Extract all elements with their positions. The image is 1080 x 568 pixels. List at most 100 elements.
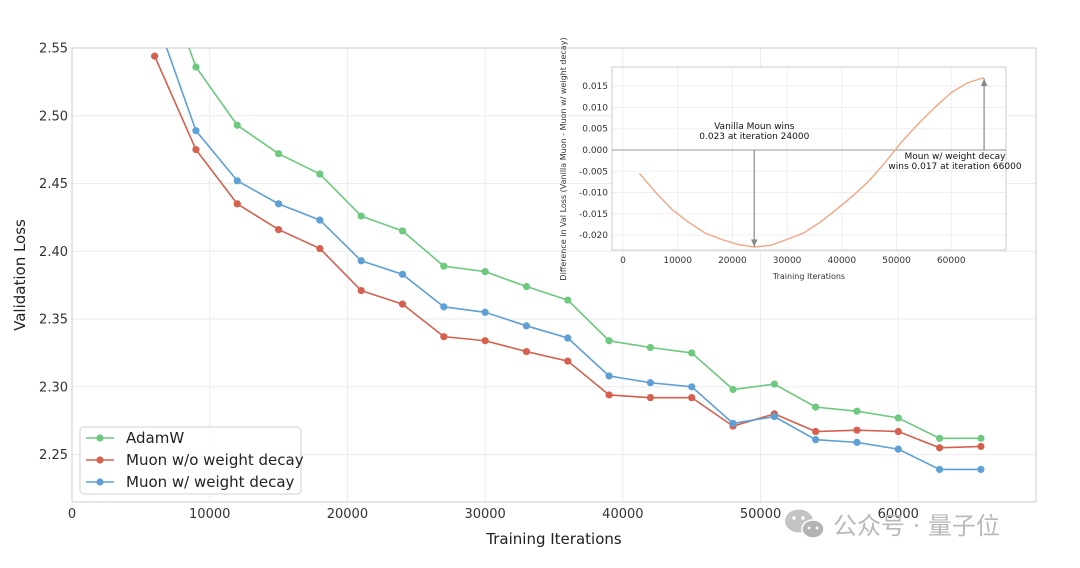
data-point-adamw — [605, 337, 613, 345]
legend-label-muon-wd: Muon w/ weight decay — [126, 473, 295, 491]
data-point-muon-w-weight-decay — [316, 216, 324, 224]
main-x-ticks: 0 10000 20000 30000 40000 50000 60000 — [68, 507, 919, 522]
data-point-adamw — [233, 121, 241, 129]
main-y-tick-label: 2.50 — [39, 109, 68, 124]
annotation-text-weight-decay: Moun w/ weight decay — [904, 152, 1006, 162]
data-point-adamw — [274, 150, 283, 158]
data-point-adamw — [522, 282, 531, 291]
main-y-axis-title: Validation Loss — [11, 219, 29, 331]
data-point-adamw — [894, 414, 902, 422]
data-point-muon-w-o-weight-decay — [688, 394, 696, 402]
legend-marker-muon-no-wd — [96, 456, 104, 464]
inset-y-tick-label: -0.015 — [579, 210, 608, 220]
main-x-tick-label: 20000 — [327, 507, 368, 522]
inset-y-ticks: -0.020 -0.015 -0.010 -0.005 0.000 0.005 0.010 0… — [579, 82, 608, 241]
main-y-tick-label: 2.35 — [39, 313, 68, 328]
legend-marker-muon-wd — [96, 478, 104, 486]
inset-y-tick-label: -0.005 — [579, 167, 608, 177]
data-point-adamw — [936, 434, 944, 442]
data-point-adamw — [646, 343, 655, 352]
data-point-adamw — [357, 212, 365, 220]
data-point-muon-w-o-weight-decay — [646, 394, 655, 402]
data-point-muon-w-o-weight-decay — [522, 347, 531, 356]
data-point-muon-w-o-weight-decay — [151, 52, 159, 60]
data-point-adamw — [977, 434, 985, 442]
inset-x-tick-label: 20000 — [718, 256, 747, 266]
inset-x-tick-label: 0 — [620, 256, 626, 266]
main-x-tick-label: 40000 — [602, 507, 643, 522]
inset-y-tick-label: 0.010 — [582, 103, 608, 113]
data-point-muon-w-weight-decay — [894, 445, 902, 453]
data-point-muon-w-weight-decay — [688, 383, 696, 391]
data-point-muon-w-o-weight-decay — [605, 391, 613, 399]
inset-plot: 0 10000 20000 30000 40000 50000 60000 -0.020-0… — [559, 37, 1022, 281]
data-point-muon-w-weight-decay — [233, 177, 241, 185]
data-point-muon-w-weight-decay — [977, 465, 985, 474]
inset-y-tick-label: -0.010 — [579, 189, 608, 199]
legend-label-muon-no-wd: Muon w/o weight decay — [126, 451, 304, 469]
data-point-muon-w-weight-decay — [812, 436, 820, 444]
data-point-muon-w-weight-decay — [440, 303, 448, 311]
legend: AdamW Muon w/o weight decay Muon w/ weig… — [79, 426, 304, 495]
main-x-tick-label: 60000 — [878, 507, 919, 522]
main-series — [151, 48, 985, 474]
inset-y-tick-label: -0.020 — [579, 231, 608, 241]
inset-x-tick-label: 10000 — [663, 256, 692, 266]
main-x-tick-label: 10000 — [189, 507, 230, 522]
annotation-text-weight-decay: wins 0.017 at iteration 66000 — [888, 162, 1021, 172]
inset-x-ticks: 0 10000 20000 30000 40000 50000 60000 — [620, 256, 966, 266]
data-point-muon-w-o-weight-decay — [894, 427, 902, 436]
legend-label-adamw: AdamW — [126, 429, 184, 447]
legend-item-muon-wd: Muon w/ weight decay — [86, 473, 295, 491]
data-point-muon-w-o-weight-decay — [398, 300, 407, 308]
inset-y-axis-title: Difference in Val Loss (Vanilla Muon - M… — [559, 37, 568, 280]
data-point-muon-w-o-weight-decay — [853, 426, 861, 434]
data-point-muon-w-weight-decay — [853, 438, 861, 446]
data-point-muon-w-weight-decay — [274, 200, 283, 208]
data-point-muon-w-o-weight-decay — [936, 444, 944, 452]
data-point-muon-w-o-weight-decay — [357, 286, 365, 295]
main-y-tick-label: 2.30 — [39, 380, 68, 395]
inset-series-line — [638, 76, 985, 248]
data-point-adamw — [770, 380, 778, 388]
data-point-muon-w-weight-decay — [605, 372, 613, 380]
data-point-muon-w-o-weight-decay — [192, 146, 200, 154]
annotation-text-vanilla: Vanilla Moun wins — [714, 122, 795, 132]
data-point-muon-w-weight-decay — [357, 257, 365, 265]
main-y-tick-label: 2.45 — [39, 177, 68, 192]
legend-marker-adamw — [96, 434, 104, 442]
main-plot-frame — [71, 47, 1037, 503]
inset-x-axis-title: Training Iterations — [772, 272, 845, 281]
data-point-muon-w-o-weight-decay — [481, 337, 489, 345]
data-point-muon-w-o-weight-decay — [564, 357, 572, 365]
data-point-muon-w-weight-decay — [522, 322, 531, 330]
inset-series — [638, 76, 985, 248]
legend-item-muon-no-wd: Muon w/o weight decay — [86, 451, 304, 469]
inset-grid — [612, 67, 1006, 250]
data-point-muon-w-o-weight-decay — [233, 200, 241, 208]
legend-item-adamw: AdamW — [86, 429, 184, 447]
data-point-adamw — [564, 296, 572, 304]
data-point-muon-w-weight-decay — [729, 419, 737, 427]
data-point-adamw — [853, 407, 861, 415]
data-point-muon-w-weight-decay — [936, 465, 944, 474]
data-point-muon-w-weight-decay — [646, 379, 655, 387]
data-point-muon-w-o-weight-decay — [977, 442, 985, 451]
inset-y-tick-label: 0.015 — [582, 82, 608, 92]
main-x-tick-label: 50000 — [740, 507, 781, 522]
data-point-adamw — [812, 403, 820, 411]
main-x-tick-label: 0 — [68, 507, 76, 522]
inset-x-tick-label: 60000 — [937, 256, 966, 266]
inset-plot-frame — [611, 66, 1007, 251]
data-point-muon-w-weight-decay — [192, 127, 200, 135]
data-point-adamw — [440, 262, 448, 270]
main-x-tick-label: 30000 — [464, 507, 505, 522]
data-point-muon-w-weight-decay — [398, 270, 407, 278]
data-point-adamw — [316, 170, 324, 178]
data-point-muon-w-o-weight-decay — [274, 226, 283, 234]
main-y-ticks: 2.25 2.30 2.35 2.40 2.45 2.50 2.55 — [39, 42, 68, 464]
wechat-icon — [785, 509, 825, 539]
data-point-adamw — [481, 268, 489, 276]
